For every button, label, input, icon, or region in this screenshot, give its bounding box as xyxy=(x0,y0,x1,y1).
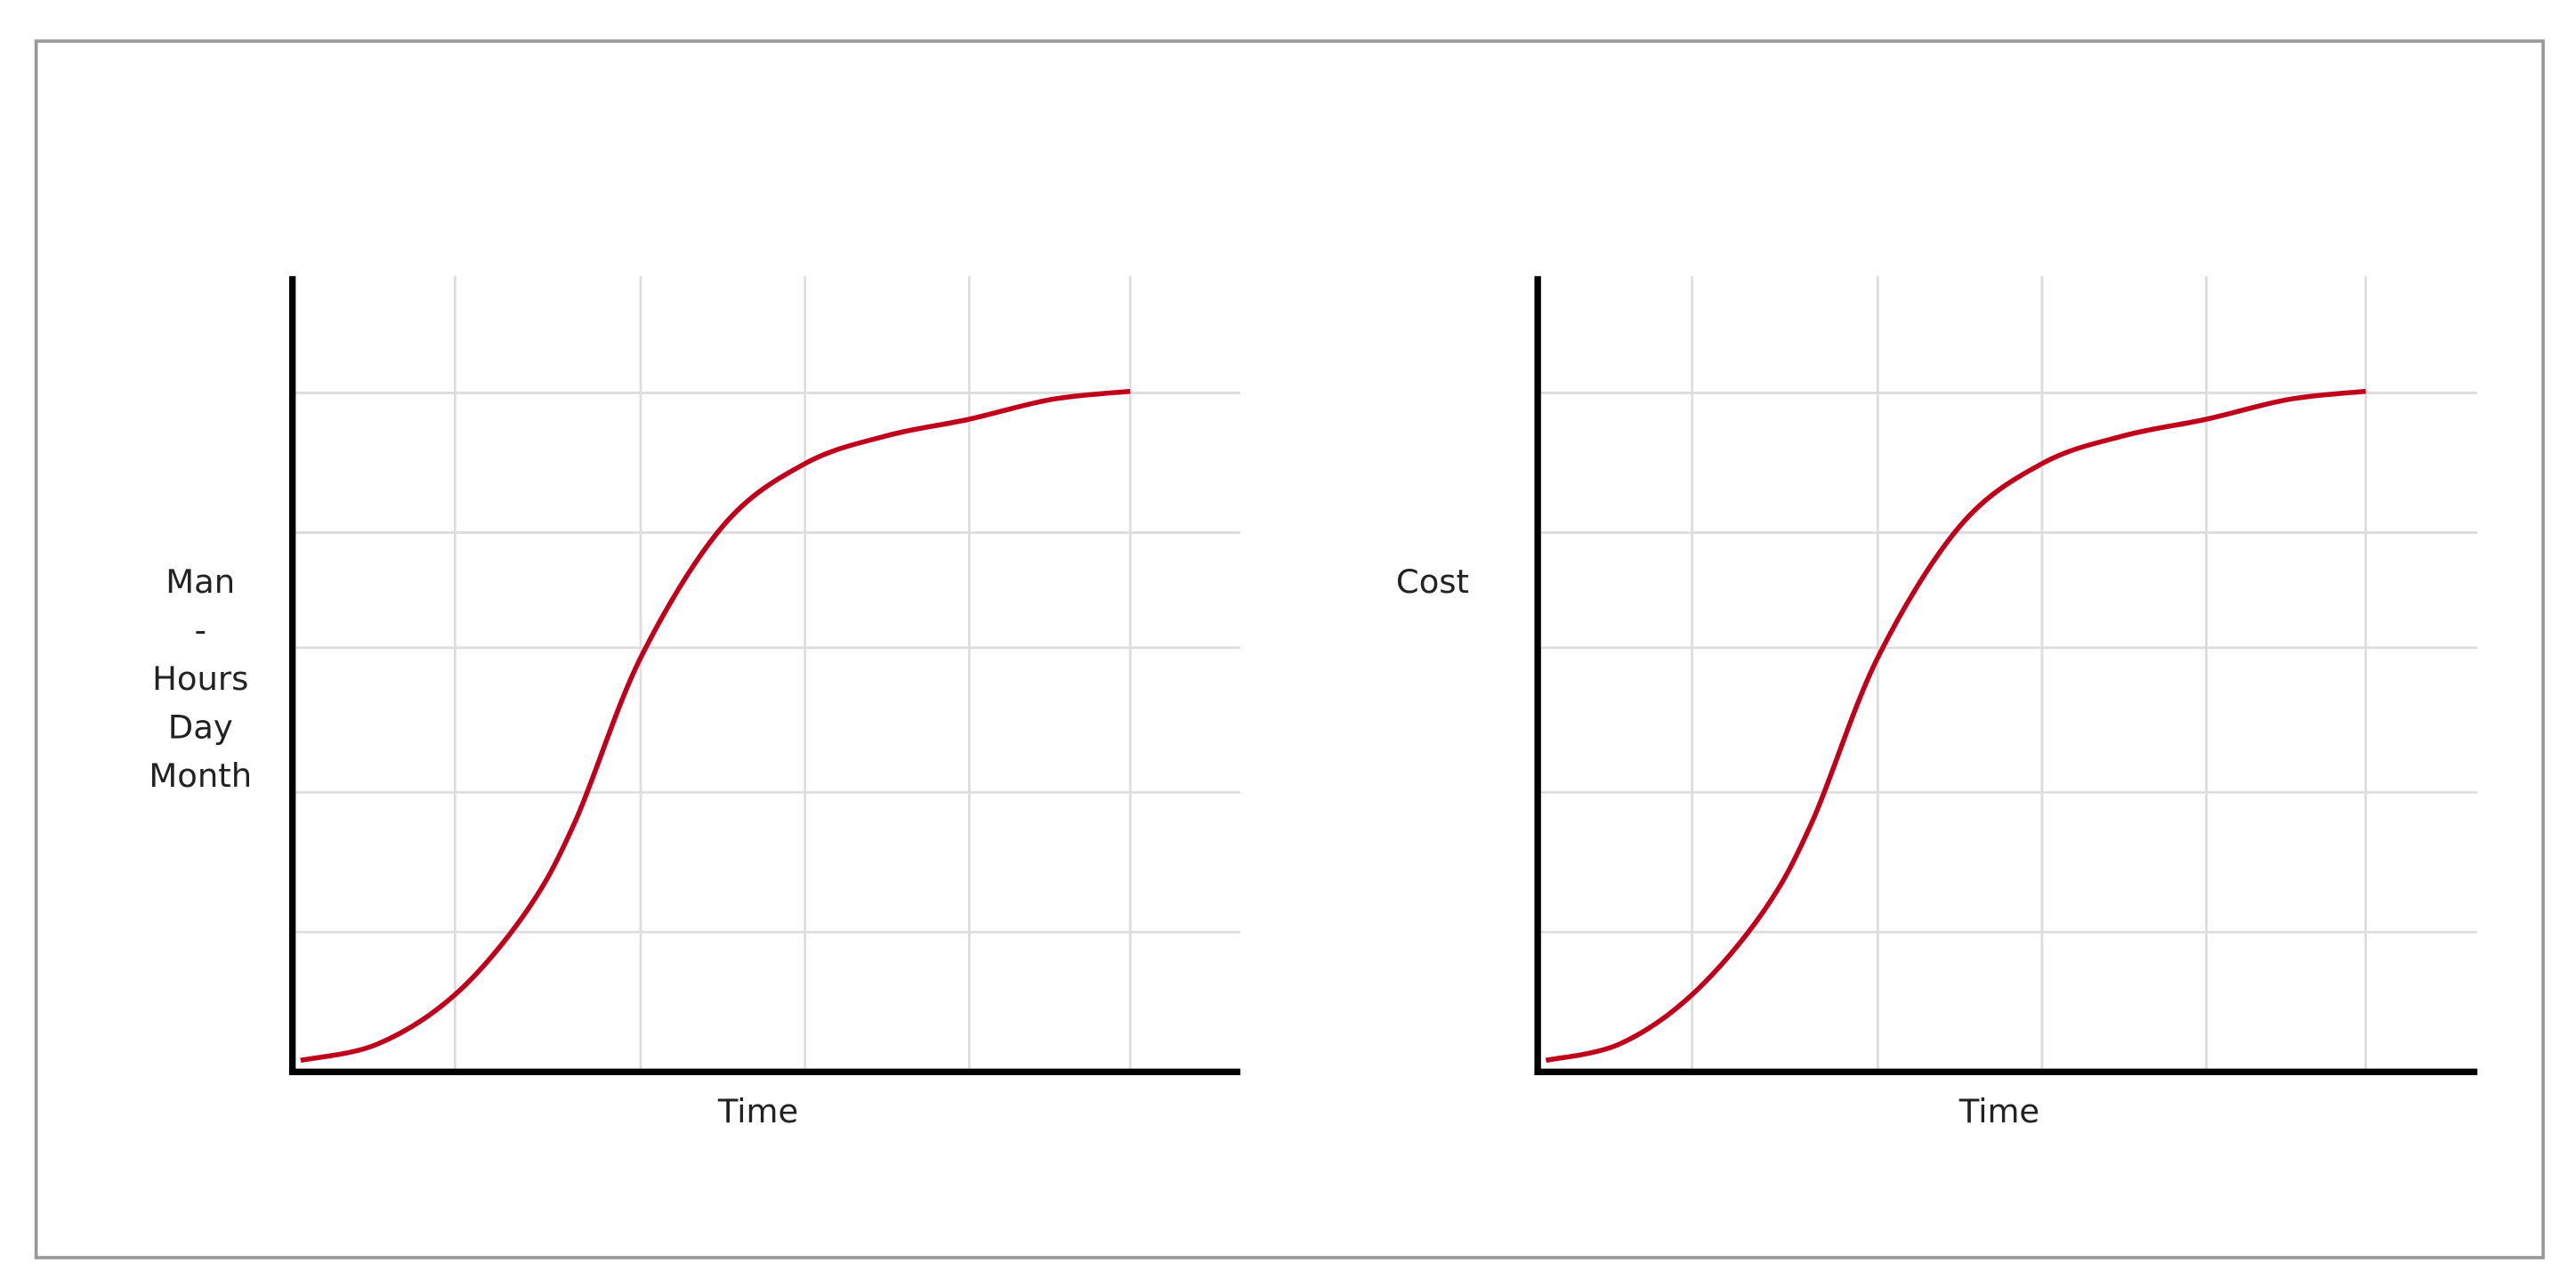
y-axis-label: Day xyxy=(168,708,233,747)
y-axis-label: Hours xyxy=(152,660,248,698)
y-axis-label: Man xyxy=(166,563,235,601)
data-line xyxy=(300,388,1131,1064)
x-axis-label: Time xyxy=(1958,1092,2039,1130)
y-axis-label: Cost xyxy=(1396,563,1469,601)
y-axis-label: - xyxy=(195,611,206,650)
data-line xyxy=(1545,388,2366,1064)
x-axis-label: Time xyxy=(717,1092,798,1130)
y-axis-label: Month xyxy=(149,757,252,795)
